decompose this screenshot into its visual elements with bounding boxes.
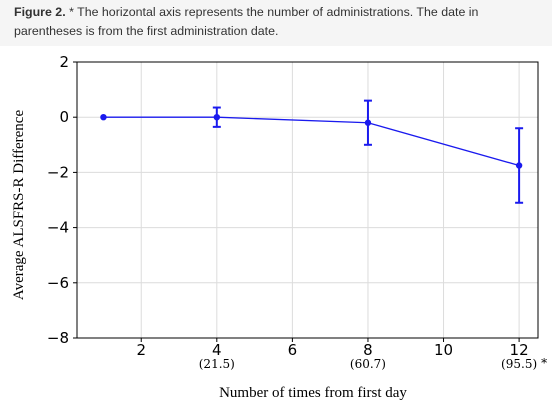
y-tick-label: −2 bbox=[47, 163, 69, 181]
x-sub-label: (95.5) bbox=[501, 357, 537, 371]
y-tick-label: −4 bbox=[47, 219, 69, 237]
y-tick-label: −8 bbox=[47, 329, 69, 347]
grid-lines bbox=[77, 61, 538, 339]
x-tick-label: 6 bbox=[288, 341, 298, 359]
y-tick-label: 0 bbox=[59, 108, 69, 126]
figure-panel bbox=[0, 46, 552, 401]
y-tick-label: −6 bbox=[47, 274, 69, 292]
x-tick-label: 8 bbox=[363, 341, 373, 359]
data-point bbox=[213, 114, 221, 121]
x-tick-label: 2 bbox=[136, 341, 146, 359]
x-sub-label: (21.5) bbox=[199, 357, 235, 371]
x-sub-label: (60.7) bbox=[350, 357, 386, 371]
x-axis-label: Number of times from first day bbox=[219, 385, 407, 401]
data-point bbox=[100, 114, 107, 121]
plot-frame bbox=[76, 61, 539, 339]
x-tick-label: 12 bbox=[510, 341, 529, 359]
x-tick-label: 4 bbox=[212, 341, 222, 359]
caption-text: * The horizontal axis represents the num… bbox=[14, 5, 479, 38]
caption-lead: Figure 2. bbox=[14, 5, 66, 19]
data-point bbox=[364, 119, 372, 126]
figure-caption: Figure 2. * The horizontal axis represen… bbox=[14, 3, 544, 41]
axis-ticks: 2 4 6 8 10 12 (21.5) (60.7) (95.5) * 2 0 −2 −4 −6 −8 bbox=[47, 53, 547, 371]
asterisk-marker: * bbox=[541, 356, 547, 370]
y-axis-label: Average ALSFRS-R Difference bbox=[11, 110, 27, 301]
data-point bbox=[515, 162, 523, 169]
series-line bbox=[103, 116, 520, 167]
y-tick-label: 2 bbox=[59, 53, 69, 71]
x-tick-label: 10 bbox=[434, 341, 453, 359]
data-series bbox=[100, 99, 524, 204]
